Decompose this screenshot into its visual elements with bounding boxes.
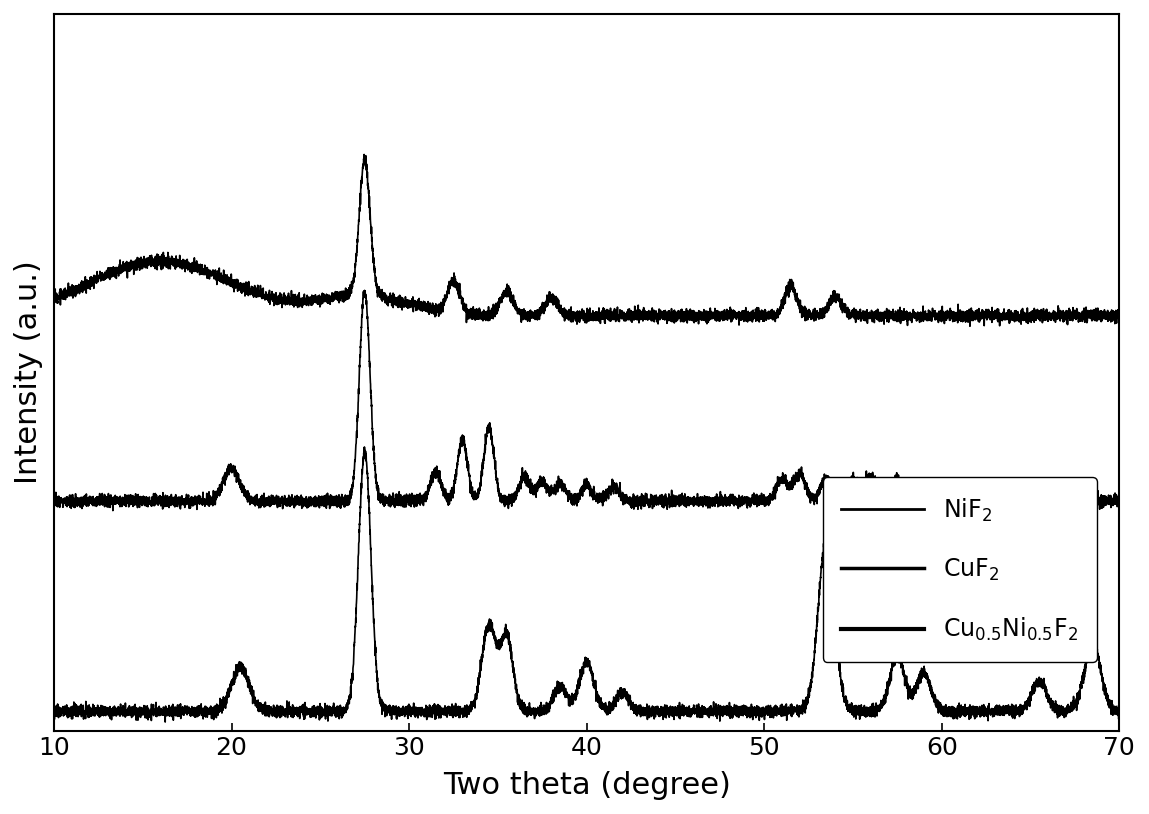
X-axis label: Two theta (degree): Two theta (degree) — [442, 771, 731, 800]
Y-axis label: Intensity (a.u.): Intensity (a.u.) — [14, 260, 43, 484]
Legend: NiF$_2$, CuF$_2$, Cu$_{0.5}$Ni$_{0.5}$F$_2$: NiF$_2$, CuF$_2$, Cu$_{0.5}$Ni$_{0.5}$F$… — [823, 478, 1097, 662]
